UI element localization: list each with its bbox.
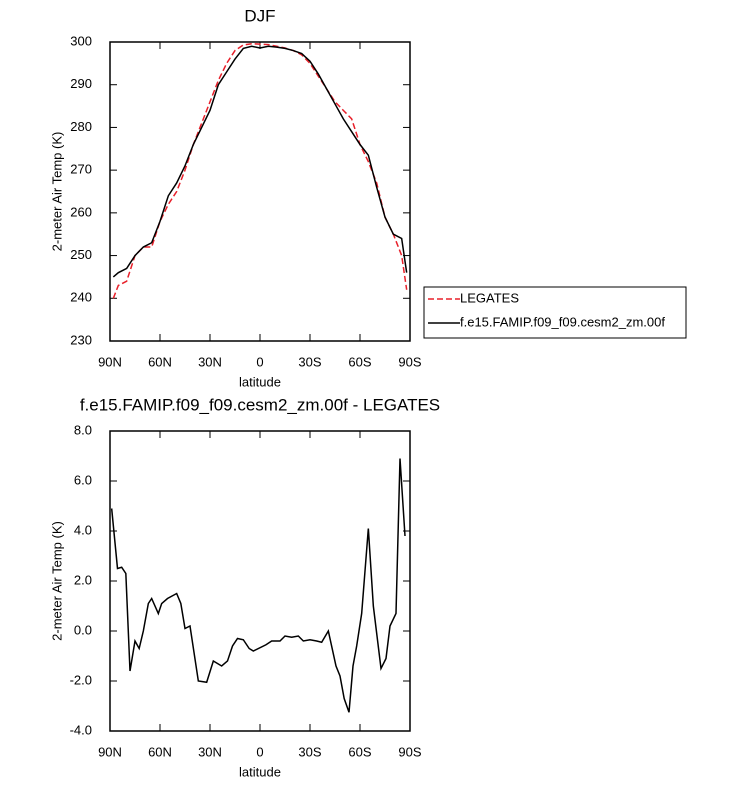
- chart-title: DJF: [244, 6, 275, 25]
- x-tick-label: 0: [256, 744, 263, 759]
- y-tick-label: 240: [70, 290, 92, 305]
- x-tick-label: 30N: [198, 744, 222, 759]
- x-axis-label: latitude: [239, 764, 281, 779]
- y-tick-label: 4.0: [74, 522, 92, 537]
- legend-label: LEGATES: [460, 290, 519, 305]
- legend-label: f.e15.FAMIP.f09_f09.cesm2_zm.00f: [460, 314, 665, 329]
- y-tick-label: 6.0: [74, 472, 92, 487]
- x-tick-label: 60S: [348, 354, 371, 369]
- series-line: [112, 45, 408, 278]
- y-axis-label: 2-meter Air Temp (K): [49, 132, 64, 252]
- series-line: [112, 42, 408, 299]
- x-tick-label: 60N: [148, 354, 172, 369]
- y-tick-label: -2.0: [70, 672, 92, 687]
- y-tick-label: 290: [70, 76, 92, 91]
- y-tick-label: -4.0: [70, 722, 92, 737]
- x-tick-label: 30N: [198, 354, 222, 369]
- y-tick-label: 230: [70, 332, 92, 347]
- chart-title: f.e15.FAMIP.f09_f09.cesm2_zm.00f - LEGAT…: [80, 395, 440, 414]
- series-line: [110, 458, 406, 713]
- plot-frame: [109, 430, 411, 732]
- y-tick-label: 250: [70, 247, 92, 262]
- x-tick-label: 90S: [398, 354, 421, 369]
- y-tick-label: 270: [70, 162, 92, 177]
- x-tick-label: 60N: [148, 744, 172, 759]
- x-tick-label: 90N: [98, 354, 122, 369]
- y-axis-label: 2-meter Air Temp (K): [49, 521, 64, 641]
- x-tick-label: 60S: [348, 744, 371, 759]
- x-tick-label: 30S: [298, 744, 321, 759]
- x-tick-label: 0: [256, 354, 263, 369]
- x-axis-label: latitude: [239, 374, 281, 389]
- y-tick-label: 280: [70, 119, 92, 134]
- legend-box: [423, 286, 687, 339]
- y-tick-label: 300: [70, 33, 92, 48]
- plot-frame: [109, 41, 411, 342]
- x-tick-label: 30S: [298, 354, 321, 369]
- y-tick-label: 0.0: [74, 622, 92, 637]
- y-tick-label: 2.0: [74, 572, 92, 587]
- x-tick-label: 90N: [98, 744, 122, 759]
- x-tick-label: 90S: [398, 744, 421, 759]
- y-tick-label: 8.0: [74, 422, 92, 437]
- y-tick-label: 260: [70, 204, 92, 219]
